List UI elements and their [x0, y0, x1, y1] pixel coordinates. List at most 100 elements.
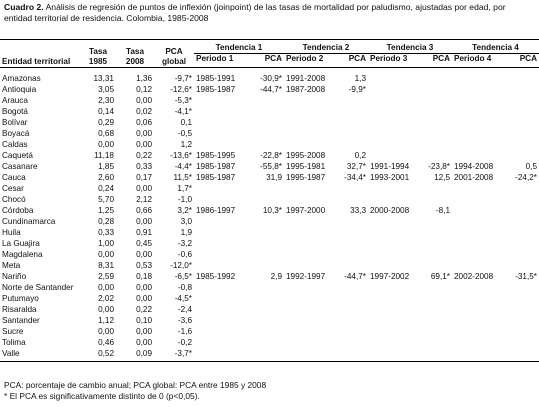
footnote: PCA: porcentaje de cambio anual; PCA glo… — [4, 380, 267, 390]
table-cell — [284, 106, 336, 117]
table-cell — [502, 95, 539, 106]
caption-text: Análisis de regresión de puntos de infle… — [4, 2, 506, 23]
table-cell — [194, 260, 246, 271]
table-cell — [194, 315, 246, 326]
table-cell — [246, 348, 284, 362]
table-cell: 1,2 — [180, 140, 192, 149]
table-cell — [418, 183, 452, 194]
table-row: Sucre 0,00 0,00 -1,6 — [0, 326, 539, 337]
table-cell — [418, 293, 452, 304]
table-cell — [284, 315, 336, 326]
table-cell: 3,05 — [98, 85, 114, 94]
table-cell: 1995-1981 — [286, 162, 326, 171]
table-row: Putumayo 2,02 0,00 -4,5* — [0, 293, 539, 304]
table-cell: 0,46 — [98, 338, 114, 347]
table-cell — [418, 304, 452, 315]
table-cell — [418, 337, 452, 348]
table-cell: 32,7* — [346, 162, 366, 171]
table-cell — [368, 150, 418, 161]
table-cell — [284, 326, 336, 337]
table-row: Bogotá 0,14 0,02 -4,1* — [0, 106, 539, 117]
table-cell: 0,00 — [98, 283, 114, 292]
table-cell — [368, 282, 418, 293]
column-header: Periodo 4 — [452, 53, 502, 68]
table-cell — [336, 216, 368, 227]
table-row: Casanare 1,85 0,33 -4,4* 1985-1987 -55,8* 1995… — [0, 161, 539, 172]
table-cell: 1997-2000 — [286, 206, 326, 215]
table-cell — [502, 106, 539, 117]
table-cell — [194, 293, 246, 304]
table-cell: -0,6 — [177, 250, 192, 259]
table-cell — [284, 95, 336, 106]
table-cell: Sucre — [2, 327, 24, 336]
table-cell — [368, 337, 418, 348]
table-cell — [194, 106, 246, 117]
table-cell: 2,30 — [98, 96, 114, 105]
table-cell — [502, 194, 539, 205]
table-cell: Cauca — [2, 173, 26, 182]
table-cell: -44,7* — [260, 85, 282, 94]
table-cell — [418, 150, 452, 161]
table-cell: 13,31 — [93, 74, 115, 83]
table-cell — [246, 117, 284, 128]
table-cell: 0,68 — [98, 129, 114, 138]
table-cell — [368, 128, 418, 139]
column-header: PCA — [336, 53, 368, 68]
table-cell — [502, 216, 539, 227]
table-cell — [452, 68, 502, 85]
table-cell: 11,5* — [173, 173, 192, 182]
table-cell: Magdalena — [2, 250, 43, 259]
table-cell: -13,6* — [170, 151, 192, 160]
table-cell — [336, 249, 368, 260]
table-cell — [194, 249, 246, 260]
table-cell — [246, 128, 284, 139]
table-cell — [452, 293, 502, 304]
table-cell — [284, 304, 336, 315]
table-cell: Caldas — [2, 140, 28, 149]
table-cell — [502, 337, 539, 348]
table-cell: Boyacá — [2, 129, 30, 138]
table-cell — [418, 128, 452, 139]
caption-label: Cuadro 2. — [4, 2, 44, 12]
table-cell — [284, 238, 336, 249]
footnote: * El PCA es significativamente distinto … — [4, 391, 200, 401]
table-cell: 69,1* — [430, 272, 450, 281]
table-row: Cesar 0,24 0,00 1,7* — [0, 183, 539, 194]
table-cell: 2,60 — [98, 173, 114, 182]
table-cell — [368, 315, 418, 326]
table-cell: -5,3* — [174, 96, 192, 105]
table-cell — [246, 139, 284, 150]
column-header: PCA — [246, 53, 284, 68]
table-cell — [284, 117, 336, 128]
table-cell: -22,8* — [260, 151, 282, 160]
table-cell: La Guajira — [2, 239, 40, 248]
table-cell — [452, 282, 502, 293]
table-cell — [336, 293, 368, 304]
table-cell: -4,5* — [174, 294, 192, 303]
table-cell — [246, 293, 284, 304]
column-header: Periodo 1 — [194, 53, 246, 68]
table-cell — [194, 194, 246, 205]
table-cell: 2,02 — [98, 294, 114, 303]
table-row: Valle 0,52 0,09 -3,7* — [0, 348, 539, 362]
table-cell — [452, 249, 502, 260]
column-header: PCA — [502, 53, 539, 68]
table-cell — [452, 337, 502, 348]
table-cell: Cesar — [2, 184, 24, 193]
table-cell — [368, 304, 418, 315]
group-header: Tendencia 3 — [368, 39, 452, 54]
column-header: Entidad territorial — [0, 39, 80, 68]
table-cell: 2000-2008 — [370, 206, 410, 215]
table-cell: 1,36 — [136, 74, 152, 83]
table-cell — [368, 194, 418, 205]
table-cell: 1,00 — [98, 239, 114, 248]
table-cell — [452, 238, 502, 249]
table-cell: 0,66 — [136, 206, 152, 215]
table-cell: Amazonas — [2, 74, 41, 83]
table-cell — [284, 183, 336, 194]
table-cell — [194, 128, 246, 139]
table-cell — [246, 304, 284, 315]
table-cell — [452, 84, 502, 95]
table-cell — [336, 348, 368, 362]
